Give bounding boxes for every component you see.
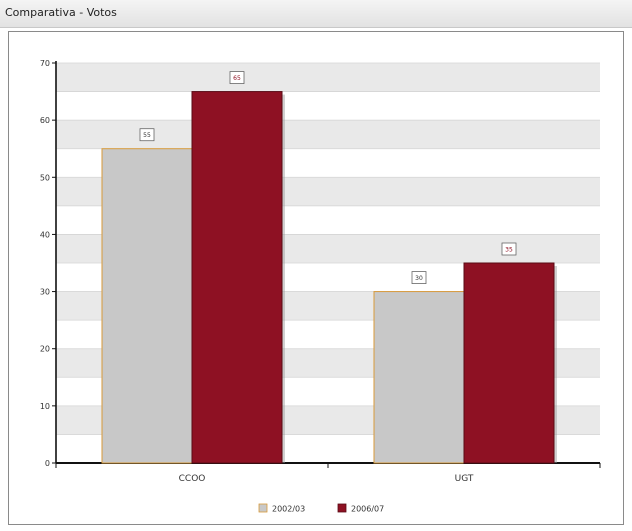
legend-swatch bbox=[258, 503, 268, 513]
grid-band bbox=[56, 91, 600, 121]
data-label-box bbox=[229, 71, 245, 84]
y-tick-label: 60 bbox=[40, 116, 50, 125]
y-tick-label: 20 bbox=[40, 345, 50, 354]
bar-ugt-200203 bbox=[373, 291, 465, 464]
grid-band bbox=[56, 63, 600, 92]
data-label-box bbox=[501, 242, 517, 256]
bar-ccoo-200203 bbox=[101, 148, 193, 464]
bar-ugt-200607 bbox=[463, 262, 555, 464]
y-tick-label: 70 bbox=[40, 59, 50, 68]
y-tick-label: 30 bbox=[40, 288, 50, 297]
x-category-label: CCOO bbox=[179, 474, 206, 484]
legend-label: 2002/03 bbox=[272, 505, 305, 514]
y-tick-label: 50 bbox=[40, 173, 50, 182]
bar-ccoo-200607 bbox=[191, 91, 283, 464]
y-tick-label: 10 bbox=[40, 402, 50, 411]
y-tick-label: 40 bbox=[40, 230, 50, 239]
data-label: 35 bbox=[505, 247, 513, 254]
grid-band bbox=[56, 120, 600, 149]
y-tick-label: 0 bbox=[45, 459, 50, 468]
data-label-box bbox=[411, 271, 427, 284]
data-label-box bbox=[139, 128, 155, 142]
title-bar: Comparativa - Votos bbox=[0, 0, 632, 28]
x-category-label: UGT bbox=[455, 474, 474, 484]
data-label: 65 bbox=[233, 75, 241, 82]
window-title: Comparativa - Votos bbox=[5, 6, 117, 19]
data-label: 55 bbox=[143, 132, 151, 139]
data-label: 30 bbox=[415, 275, 423, 282]
legend-label: 2006/07 bbox=[351, 505, 384, 514]
legend-swatch bbox=[337, 503, 347, 513]
